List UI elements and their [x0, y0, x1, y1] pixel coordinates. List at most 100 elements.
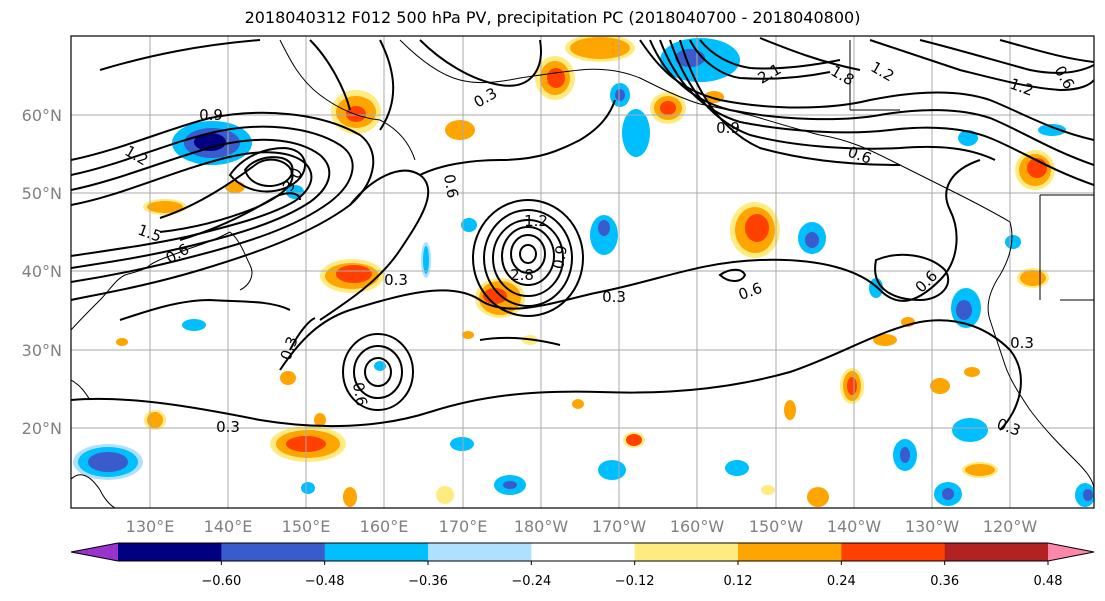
contour-label: 0.9	[199, 106, 223, 124]
positive-anomaly-blob	[840, 368, 864, 404]
colorbar	[70, 542, 1095, 562]
negative-anomaly-blob	[934, 482, 962, 506]
colorbar-segment	[841, 543, 946, 561]
contour-label: 0.3	[471, 84, 501, 112]
negative-anomaly-blob	[1005, 235, 1021, 249]
positive-anomaly-blob	[144, 410, 166, 430]
colorbar-segment	[428, 543, 532, 561]
negative-anomaly-blob	[958, 130, 978, 146]
contour-label: 0.6	[736, 279, 765, 304]
positive-anomaly-blob	[436, 486, 454, 504]
contour-label: 1.8	[828, 62, 858, 90]
contour-label: 0.9	[716, 119, 740, 137]
positive-anomaly-blob	[535, 56, 575, 100]
positive-anomaly-blob	[343, 487, 357, 507]
positive-anomaly-blob	[964, 367, 980, 377]
positive-anomaly-blob	[962, 462, 998, 478]
longitude-label: 130°W	[905, 517, 960, 536]
negative-anomaly-blob	[590, 215, 618, 255]
colorbar-extend-min	[71, 543, 118, 561]
colorbar-label: −0.12	[615, 574, 655, 589]
contour-label: 1.2	[868, 58, 898, 86]
colorbar-labels: −0.60 −0.48 −0.36 −0.24 −0.12 0.12 0.24 0.36 0.4…	[201, 561, 1063, 589]
longitude-label: 130°E	[126, 517, 175, 536]
positive-anomaly-blob	[314, 413, 326, 427]
negative-anomaly-blob	[725, 460, 749, 476]
contour-label: 0.9	[549, 244, 571, 271]
positive-anomaly-blob	[462, 331, 474, 339]
negative-anomaly-blob	[893, 439, 917, 471]
negative-anomaly-blob	[73, 444, 143, 480]
longitude-label: 150°E	[282, 517, 331, 536]
colorbar-segment	[944, 543, 1049, 561]
longitude-label: 150°W	[749, 517, 804, 536]
contour-label: 1.2	[524, 212, 548, 230]
coastlines	[71, 39, 1094, 508]
positive-anomaly-blob	[873, 334, 897, 346]
colorbar-label: 0.48	[1034, 574, 1063, 589]
positive-anomaly-blob	[623, 432, 645, 448]
colorbar-extend-max	[1048, 543, 1094, 561]
negative-anomaly-blob	[1038, 124, 1066, 136]
colorbar-label: −0.36	[408, 574, 448, 589]
longitude-label: 160°E	[360, 517, 409, 536]
latitude-labels: 60°N 50°N 40°N 30°N 20°N	[22, 106, 62, 438]
negative-anomaly-blob	[421, 242, 431, 278]
contour-label: 1.2	[122, 142, 152, 170]
positive-anomaly-blob	[116, 338, 128, 346]
colorbar-segment	[634, 543, 739, 561]
negative-anomaly-blob	[461, 218, 477, 232]
positive-anomaly-blob	[565, 36, 635, 62]
contour-label: 1.2	[1007, 75, 1036, 100]
colorbar-segment	[221, 543, 326, 561]
positive-anomaly-blob	[784, 400, 796, 420]
contour-label: 0.3	[216, 418, 240, 436]
positive-anomaly-blob	[807, 487, 829, 507]
latitude-label: 30°N	[22, 341, 62, 360]
contour-label: 0.3	[602, 288, 626, 306]
longitude-label: 140°W	[827, 517, 882, 536]
colorbar-label: 0.36	[930, 574, 959, 589]
contour-label: 2.8	[510, 266, 534, 284]
positive-anomaly-blob	[572, 399, 584, 409]
negative-anomaly-blob	[301, 482, 315, 494]
longitude-label: 170°E	[439, 517, 488, 536]
contour-label: 0.3	[1010, 334, 1034, 352]
positive-anomaly-blob	[320, 259, 384, 293]
colorbar-outline	[70, 542, 1095, 562]
contour-label: 0.3	[994, 415, 1023, 440]
longitude-label: 120°W	[983, 517, 1038, 536]
colorbar-label: −0.24	[511, 574, 551, 589]
negative-anomaly-blob	[450, 437, 474, 451]
positive-anomaly-blob	[445, 120, 475, 140]
colorbar-segment	[738, 543, 842, 561]
latitude-label: 20°N	[22, 419, 62, 438]
contour-label: 2.1	[755, 60, 785, 88]
precipitation-shading	[73, 36, 1094, 507]
contour-label: 0.3	[384, 271, 408, 289]
negative-anomaly-blob	[869, 278, 883, 298]
colorbar-segment	[531, 543, 636, 561]
positive-anomaly-blob	[650, 92, 686, 124]
negative-anomaly-blob	[1075, 483, 1094, 507]
negative-anomaly-blob	[622, 109, 650, 157]
contour-label: 0.6	[349, 381, 371, 408]
negative-anomaly-blob	[951, 288, 981, 328]
longitude-label: 140°E	[204, 517, 253, 536]
positive-anomaly-blob	[331, 90, 381, 134]
negative-anomaly-blob	[494, 475, 526, 495]
positive-anomaly-blob	[730, 202, 780, 258]
longitude-labels: 130°E 140°E 150°E 160°E 170°E 180°W 170°W 160°W…	[126, 517, 1038, 536]
colorbar-segment	[118, 543, 222, 561]
positive-anomaly-blob	[280, 371, 296, 385]
negative-anomaly-blob	[598, 460, 626, 480]
latitude-label: 60°N	[22, 106, 62, 125]
colorbar-label: 0.24	[827, 574, 856, 589]
latitude-label: 40°N	[22, 262, 62, 281]
contour-label: 0.6	[1051, 63, 1079, 93]
colorbar-label: −0.60	[201, 574, 241, 589]
positive-anomaly-blob	[270, 426, 346, 462]
positive-anomaly-blob	[1015, 150, 1055, 190]
